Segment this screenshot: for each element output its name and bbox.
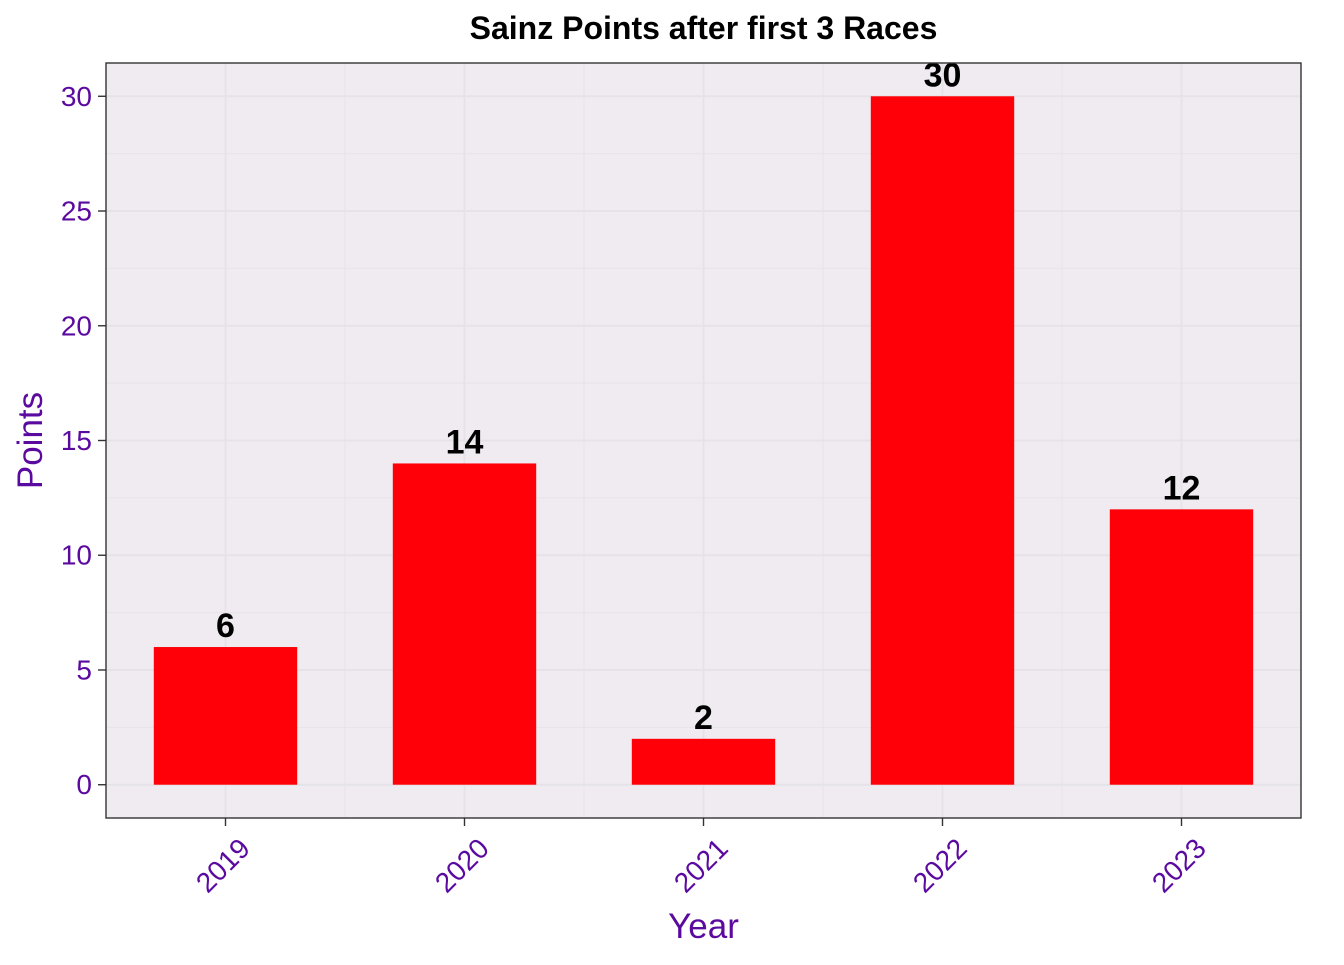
chart-title: Sainz Points after first 3 Races bbox=[470, 10, 938, 46]
x-tick-label: 2019 bbox=[190, 832, 256, 898]
bar-2022 bbox=[870, 96, 1015, 785]
x-axis-label: Year bbox=[668, 907, 739, 946]
bar-value-label: 30 bbox=[924, 56, 962, 94]
bar-2019 bbox=[153, 647, 298, 785]
bar-2023 bbox=[1109, 509, 1254, 785]
x-tick-label: 2023 bbox=[1146, 832, 1212, 898]
y-tick-label: 15 bbox=[61, 425, 92, 456]
x-tick-label: 2021 bbox=[668, 832, 734, 898]
bar-2020 bbox=[392, 463, 537, 785]
y-tick-label: 20 bbox=[61, 310, 92, 341]
bar-value-label: 14 bbox=[446, 423, 484, 461]
bar-2021 bbox=[631, 738, 776, 785]
bar-value-label: 12 bbox=[1163, 469, 1201, 507]
bars bbox=[153, 96, 1254, 785]
y-axis: 0 5 10 15 20 25 30 bbox=[61, 81, 106, 800]
y-axis-label: Points bbox=[11, 392, 50, 489]
x-tick-label: 2022 bbox=[907, 832, 973, 898]
x-axis: 2019 2020 2021 2022 2023 bbox=[190, 818, 1212, 898]
bar-value-label: 2 bbox=[694, 699, 713, 737]
y-tick-label: 10 bbox=[61, 540, 92, 571]
x-tick-label: 2020 bbox=[429, 832, 495, 898]
y-tick-label: 5 bbox=[76, 654, 92, 685]
y-tick-label: 30 bbox=[61, 81, 92, 112]
y-tick-label: 0 bbox=[76, 769, 92, 800]
bar-value-label: 6 bbox=[216, 607, 235, 645]
y-tick-label: 25 bbox=[61, 196, 92, 227]
